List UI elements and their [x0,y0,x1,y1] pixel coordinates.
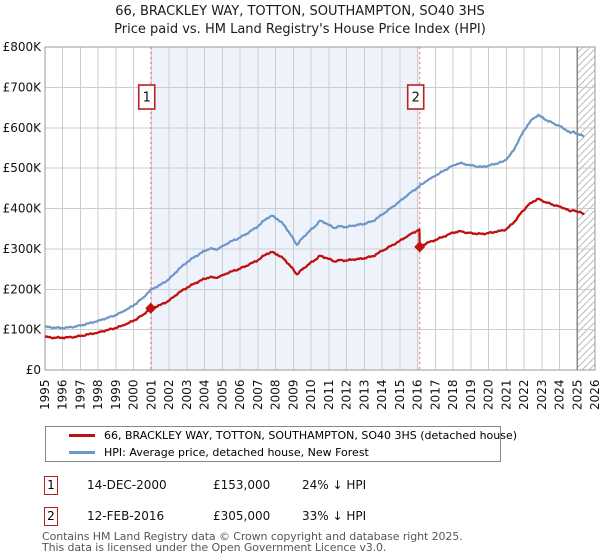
x-tick-label: 2020 [482,379,496,410]
sale-2-price: £305,000 [213,509,271,523]
license-footer: Contains HM Land Registry data © Crown c… [42,530,463,554]
x-tick-label: 1998 [91,379,105,410]
sale-2-hpi-delta: 33% ↓ HPI [302,509,367,523]
chart-subtitle: Price paid vs. HM Land Registry's House … [114,22,486,37]
x-tick-label: 1999 [109,379,123,410]
legend-line-swatch [69,451,95,454]
x-tick-label: 2021 [499,379,513,410]
sale-1-date: 14-DEC-2000 [87,478,167,492]
x-tick-label: 2022 [517,379,531,410]
hpi-line [44,113,585,330]
legend-label: HPI: Average price, detached house, New … [104,446,369,459]
y-tick-label: £400K [3,202,43,216]
x-tick-label: 2005 [215,379,229,410]
sale-annotation-row-2: 2 12-FEB-2016 £305,000 33% ↓ HPI [0,507,600,526]
x-tick-label: 2007 [251,379,265,410]
x-tick-label: 2023 [535,379,549,410]
x-tick-label: 2018 [446,379,460,410]
svg-text:2: 2 [412,91,420,106]
x-tick-label: 2016 [411,379,425,410]
y-tick-label: £0 [26,363,41,377]
sale-1-chart-badge [137,84,156,110]
y-tick-label: £100K [3,323,43,337]
x-tick-label: 2011 [322,379,336,410]
x-tick-label: 2015 [393,379,407,410]
x-tick-label: 2001 [144,379,158,410]
sale-2-diamond-marker [414,241,426,253]
x-tick-label: 2002 [162,379,176,410]
footer-line-2: This data is licensed under the Open Gov… [42,540,387,554]
x-tick-label: 2025 [570,379,584,410]
sale-1-number-badge: 1 [44,476,58,495]
x-tick-label: 2026 [588,379,600,410]
x-tick-label: 2024 [553,379,567,410]
x-tick-label: 2012 [340,379,354,410]
x-tick-label: 2006 [233,379,247,410]
x-tick-label: 2004 [198,379,212,410]
x-tick-label: 1995 [38,379,52,410]
x-tick-label: 2013 [357,379,371,410]
legend-line-swatch [69,434,95,437]
y-tick-label: £700K [3,80,43,94]
x-tick-label: 2010 [304,379,318,410]
y-tick-label: £500K [3,161,43,175]
x-tick-label: 1997 [73,379,87,410]
sale-2-date: 12-FEB-2016 [87,509,165,523]
x-tick-label: 2000 [127,379,141,410]
x-tick-label: 2014 [375,379,389,410]
sale-1-price: £153,000 [213,478,271,492]
x-tick-label: 2009 [286,379,300,410]
chart-legend: 66, BRACKLEY WAY, TOTTON, SOUTHAMPTON, S… [45,426,517,462]
sale-2-chart-badge [406,84,425,110]
legend-item-hpi: HPI: Average price, detached house, New … [46,444,500,461]
chart-title: 66, BRACKLEY WAY, TOTTON, SOUTHAMPTON, S… [115,4,485,19]
sale-annotation-row-1: 1 14-DEC-2000 £153,000 24% ↓ HPI [0,476,600,495]
property-price-line [44,197,585,340]
plot-border [44,46,596,371]
footer-line-1: Contains HM Land Registry data © Crown c… [42,530,463,543]
x-tick-label: 2017 [428,379,442,410]
y-tick-label: £600K [3,121,43,135]
y-tick-label: £800K [3,40,43,54]
svg-text:1: 1 [143,91,151,106]
x-tick-label: 2019 [464,379,478,410]
x-tick-label: 2008 [269,379,283,410]
price-history-chart: 1 2 £0 £100K £200K £300K £400K £500K £600K £700K £… [3,40,600,410]
x-tick-label: 1996 [56,379,70,410]
y-tick-label: £300K [3,242,43,256]
legend-label: 66, BRACKLEY WAY, TOTTON, SOUTHAMPTON, S… [104,429,518,442]
sale-1-hpi-delta: 24% ↓ HPI [302,478,367,492]
sale-1-diamond-marker [145,302,157,314]
gridlines [45,47,595,370]
legend-item-property: 66, BRACKLEY WAY, TOTTON, SOUTHAMPTON, S… [46,427,517,444]
sale-2-number-badge: 2 [44,507,58,526]
y-tick-label: £200K [3,282,43,296]
x-tick-label: 2003 [180,379,194,410]
